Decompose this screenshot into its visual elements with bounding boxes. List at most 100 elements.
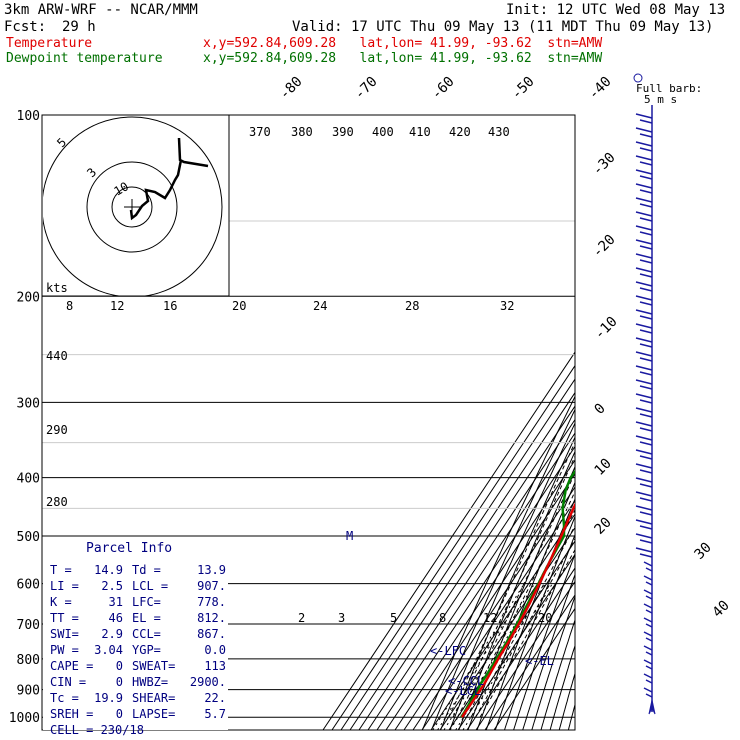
mixing-ratio-label: 3 <box>338 611 345 625</box>
hodograph-speed-tick: 24 <box>313 299 327 313</box>
level-annotation: <-CCL <box>448 674 484 688</box>
moist-adiabat <box>470 524 575 718</box>
parcel-field-label: LCL = <box>132 579 168 593</box>
wind-barb <box>643 673 653 684</box>
parcel-field-label: CAPE = <box>50 659 93 673</box>
wind-barb <box>635 267 653 278</box>
theta-label: 390 <box>332 125 354 139</box>
hodograph-speed-tick: 8 <box>66 299 73 313</box>
parcel-field-value: 778. <box>197 595 226 609</box>
parcel-field-value: 0 <box>116 659 123 673</box>
wind-barb <box>643 575 653 586</box>
pressure-label: 600 <box>17 578 40 593</box>
wind-barb-surface <box>648 699 656 715</box>
wind-barb <box>635 547 653 558</box>
dry-adiabat <box>494 515 575 730</box>
wind-barb <box>635 225 653 236</box>
hodograph-speed-tick: 28 <box>405 299 419 313</box>
pressure-label: 300 <box>17 396 40 411</box>
wind-barb <box>635 141 653 152</box>
parcel-field-label: K = <box>50 595 72 609</box>
barb-legend-units: 5 m s <box>644 93 677 106</box>
parcel-field-value: 113 <box>204 659 226 673</box>
dry-adiabat <box>558 671 575 730</box>
parcel-field-label: HWBZ= <box>132 675 168 689</box>
dry-adiabat <box>587 115 740 730</box>
parcel-field-value: 13.9 <box>197 563 226 577</box>
parcel-field-value: 812. <box>197 611 226 625</box>
isotherm-line <box>403 472 575 730</box>
isotherm-label: -10 <box>592 314 621 343</box>
mixing-ratio-line <box>462 583 553 730</box>
dry-adiabat <box>485 497 575 730</box>
isotherm-label: -60 <box>429 74 458 103</box>
isotherm-line <box>394 459 575 730</box>
mixing-ratio-label: 5 <box>390 611 397 625</box>
dry-adiabat <box>605 115 740 730</box>
pressure-label: 1000 <box>9 711 40 726</box>
isotherm-line <box>349 391 575 730</box>
hodograph-speed-tick: 12 <box>110 299 124 313</box>
mixing-ratio-label: 8 <box>439 611 446 625</box>
parcel-field-label: SWI= <box>50 627 79 641</box>
isotherm-label: 10 <box>592 456 615 479</box>
dry-adiabat <box>458 450 575 730</box>
isotherm-line <box>457 553 575 730</box>
level-annotation: <-LFC <box>430 644 466 658</box>
parcel-field-label: LI = <box>50 579 79 593</box>
theta-label: 280 <box>46 495 68 509</box>
hodograph-ring <box>111 186 153 228</box>
isotherm-line <box>376 432 575 730</box>
hodograph-speed-tick: 16 <box>163 299 177 313</box>
wind-barb <box>635 197 653 208</box>
mixing-ratio-label: 20 <box>538 611 552 625</box>
isotherm-line <box>484 594 575 730</box>
isotherm-label: -80 <box>277 74 306 103</box>
wind-barb <box>635 113 653 124</box>
parcel-field-value: 14.9 <box>94 563 123 577</box>
isotherm-line <box>475 580 575 730</box>
hodograph-speed-tick: 20 <box>232 299 246 313</box>
dry-adiabat <box>504 533 575 730</box>
parcel-field-value: 0 <box>116 707 123 721</box>
dry-adiabat <box>567 702 575 730</box>
wind-barb <box>635 127 653 138</box>
forecast-hour: 29 h <box>62 19 96 35</box>
parcel-field-label: EL = <box>132 611 161 625</box>
wind-barb <box>643 617 653 628</box>
wind-barb <box>635 239 653 250</box>
dry-adiabat <box>421 395 575 730</box>
wind-barb <box>635 323 653 334</box>
dry-adiabat <box>578 115 740 730</box>
theta-label: 290 <box>46 423 68 437</box>
isotherm-line <box>421 499 575 730</box>
isotherm-label: -50 <box>509 74 538 103</box>
dry-adiabat <box>440 422 575 730</box>
wind-barb <box>635 491 653 502</box>
dry-adiabat <box>513 552 575 730</box>
dry-adiabat <box>476 481 575 730</box>
parcel-field-value: 5.7 <box>204 707 226 721</box>
wind-barb <box>643 603 653 614</box>
isotherm-line <box>430 513 575 730</box>
moist-adiabat <box>479 548 575 718</box>
isotherm-line <box>385 445 575 730</box>
parcel-field-value: 867. <box>197 627 226 641</box>
wind-barb <box>635 435 653 446</box>
isotherm-line <box>439 526 575 730</box>
parcel-field-label: SREH = <box>50 707 93 721</box>
isotherm-line <box>367 418 575 730</box>
parcel-field-value: 2.5 <box>101 579 123 593</box>
wind-barb <box>643 561 653 572</box>
parcel-field-label: T = <box>50 563 72 577</box>
pressure-label: 400 <box>17 472 40 487</box>
parcel-field-label: Td = <box>132 563 161 577</box>
wind-barb <box>635 449 653 460</box>
wind-barb <box>643 687 653 698</box>
dewpoint-location: x,y=592.84,609.28 lat,lon= 41.99, -93.62… <box>203 51 603 66</box>
parcel-field-value: 2900. <box>190 675 226 689</box>
isotherm-label: -70 <box>352 74 381 103</box>
barb-legend-icon <box>633 73 643 83</box>
wind-barb <box>635 211 653 222</box>
isotherm-line <box>412 486 575 730</box>
